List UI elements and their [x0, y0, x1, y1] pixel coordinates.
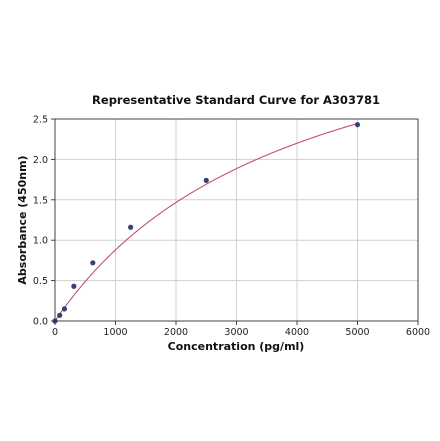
- data-point: [354, 122, 361, 128]
- y-axis-title: Absorbance (450nm): [16, 155, 29, 284]
- x-tick-labels: 0 1000 2000 3000 4000 5000 6000: [52, 327, 430, 338]
- grid-lines: [54, 118, 419, 322]
- fit-curve-line: [54, 122, 358, 322]
- x-tick-label: 2000: [164, 327, 188, 338]
- x-tick-label: 6000: [406, 327, 430, 338]
- axis-ticks: [51, 118, 419, 325]
- chart-title: Representative Standard Curve for A30378…: [92, 93, 380, 107]
- y-tick-labels: 0.0 0.5 1.0 1.5 2.0 2.5: [33, 115, 48, 328]
- data-point: [128, 224, 134, 230]
- x-tick-label: 4000: [285, 327, 309, 338]
- x-tick-label: 5000: [345, 327, 369, 338]
- x-tick-label: 1000: [103, 327, 127, 338]
- data-point: [203, 177, 209, 184]
- data-point: [71, 283, 77, 289]
- data-point: [90, 260, 96, 266]
- y-tick-label: 0.5: [33, 276, 48, 287]
- x-axis-title: Concentration (pg/ml): [168, 340, 305, 353]
- y-tick-label: 1.5: [33, 195, 48, 206]
- data-point: [57, 312, 63, 318]
- x-tick-label: 0: [52, 327, 58, 338]
- data-point: [61, 306, 68, 312]
- y-tick-label: 1.0: [33, 236, 48, 247]
- x-tick-label: 3000: [224, 327, 248, 338]
- y-tick-label: 2.0: [33, 155, 48, 166]
- y-tick-label: 2.5: [33, 115, 48, 126]
- y-tick-label: 0.0: [33, 317, 48, 328]
- data-points: [52, 122, 361, 324]
